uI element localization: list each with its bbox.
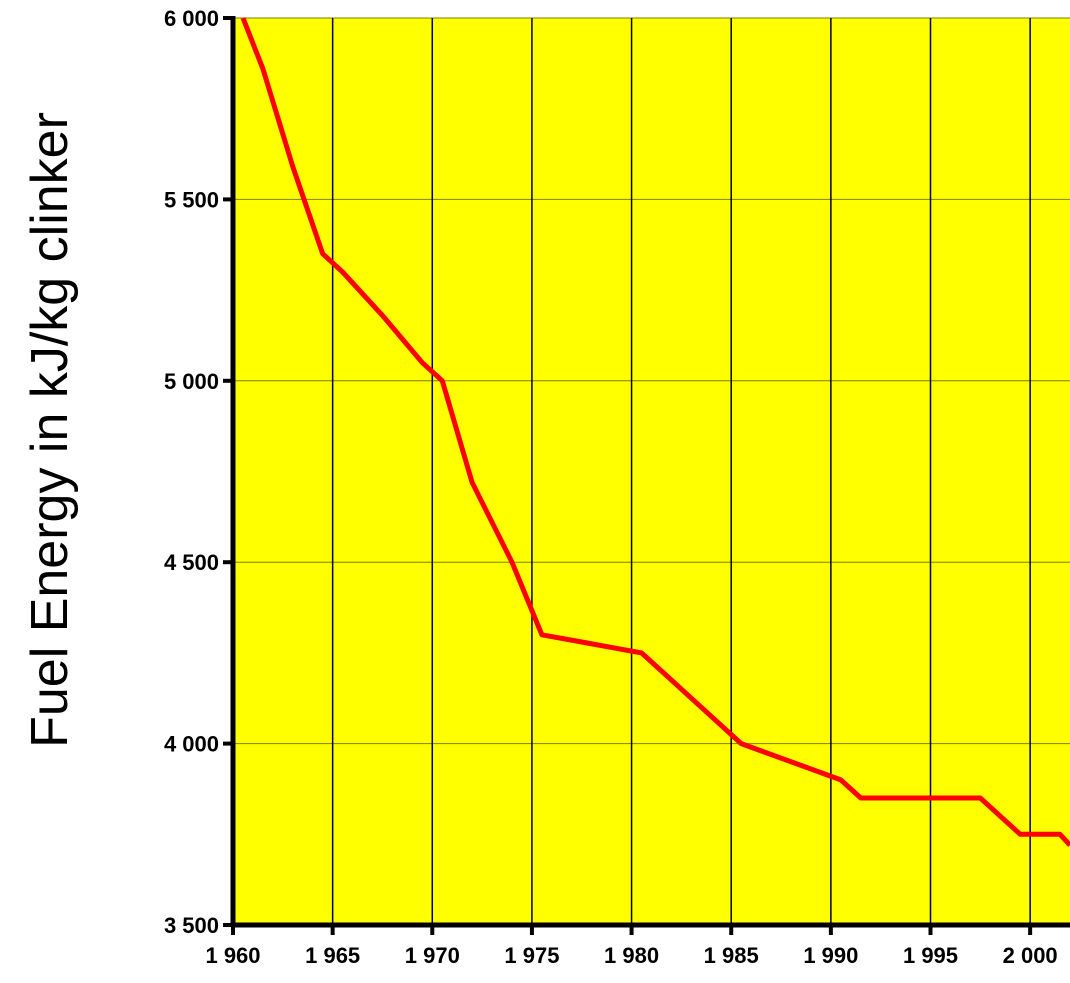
y-tick-label: 3 500 xyxy=(164,913,219,938)
plot-background xyxy=(233,18,1070,925)
y-tick-label: 6 000 xyxy=(164,6,219,31)
x-tick-label: 1 960 xyxy=(205,943,260,968)
y-tick-label: 4 500 xyxy=(164,550,219,575)
tick-labels: 3 500 4 000 4 500 5 000 5 500 6 000 1 960 1 965… xyxy=(164,6,1058,968)
x-tick-label: 1 990 xyxy=(803,943,858,968)
x-tick-label: 1 975 xyxy=(504,943,559,968)
x-tick-label: 1 965 xyxy=(305,943,360,968)
y-tick-label: 4 000 xyxy=(164,732,219,757)
x-tick-label: 2 000 xyxy=(1003,943,1058,968)
series-lines xyxy=(240,17,1070,847)
x-tick-label: 1 995 xyxy=(903,943,958,968)
y-tick-label: 5 000 xyxy=(164,369,219,394)
axes xyxy=(223,16,1070,935)
y-tick-label: 5 500 xyxy=(164,187,219,212)
grid-lines xyxy=(233,17,1070,925)
x-tick-label: 1 980 xyxy=(604,943,659,968)
series-line-0 xyxy=(240,17,1070,847)
y-axis-title: Fuel Energy in kJ/kg clinker xyxy=(21,112,79,748)
x-tick-label: 1 985 xyxy=(704,943,759,968)
x-tick-label: 1 970 xyxy=(405,943,460,968)
plot-area xyxy=(233,18,1070,925)
y-axis-title-container: Fuel Energy in kJ/kg clinker xyxy=(0,0,100,978)
